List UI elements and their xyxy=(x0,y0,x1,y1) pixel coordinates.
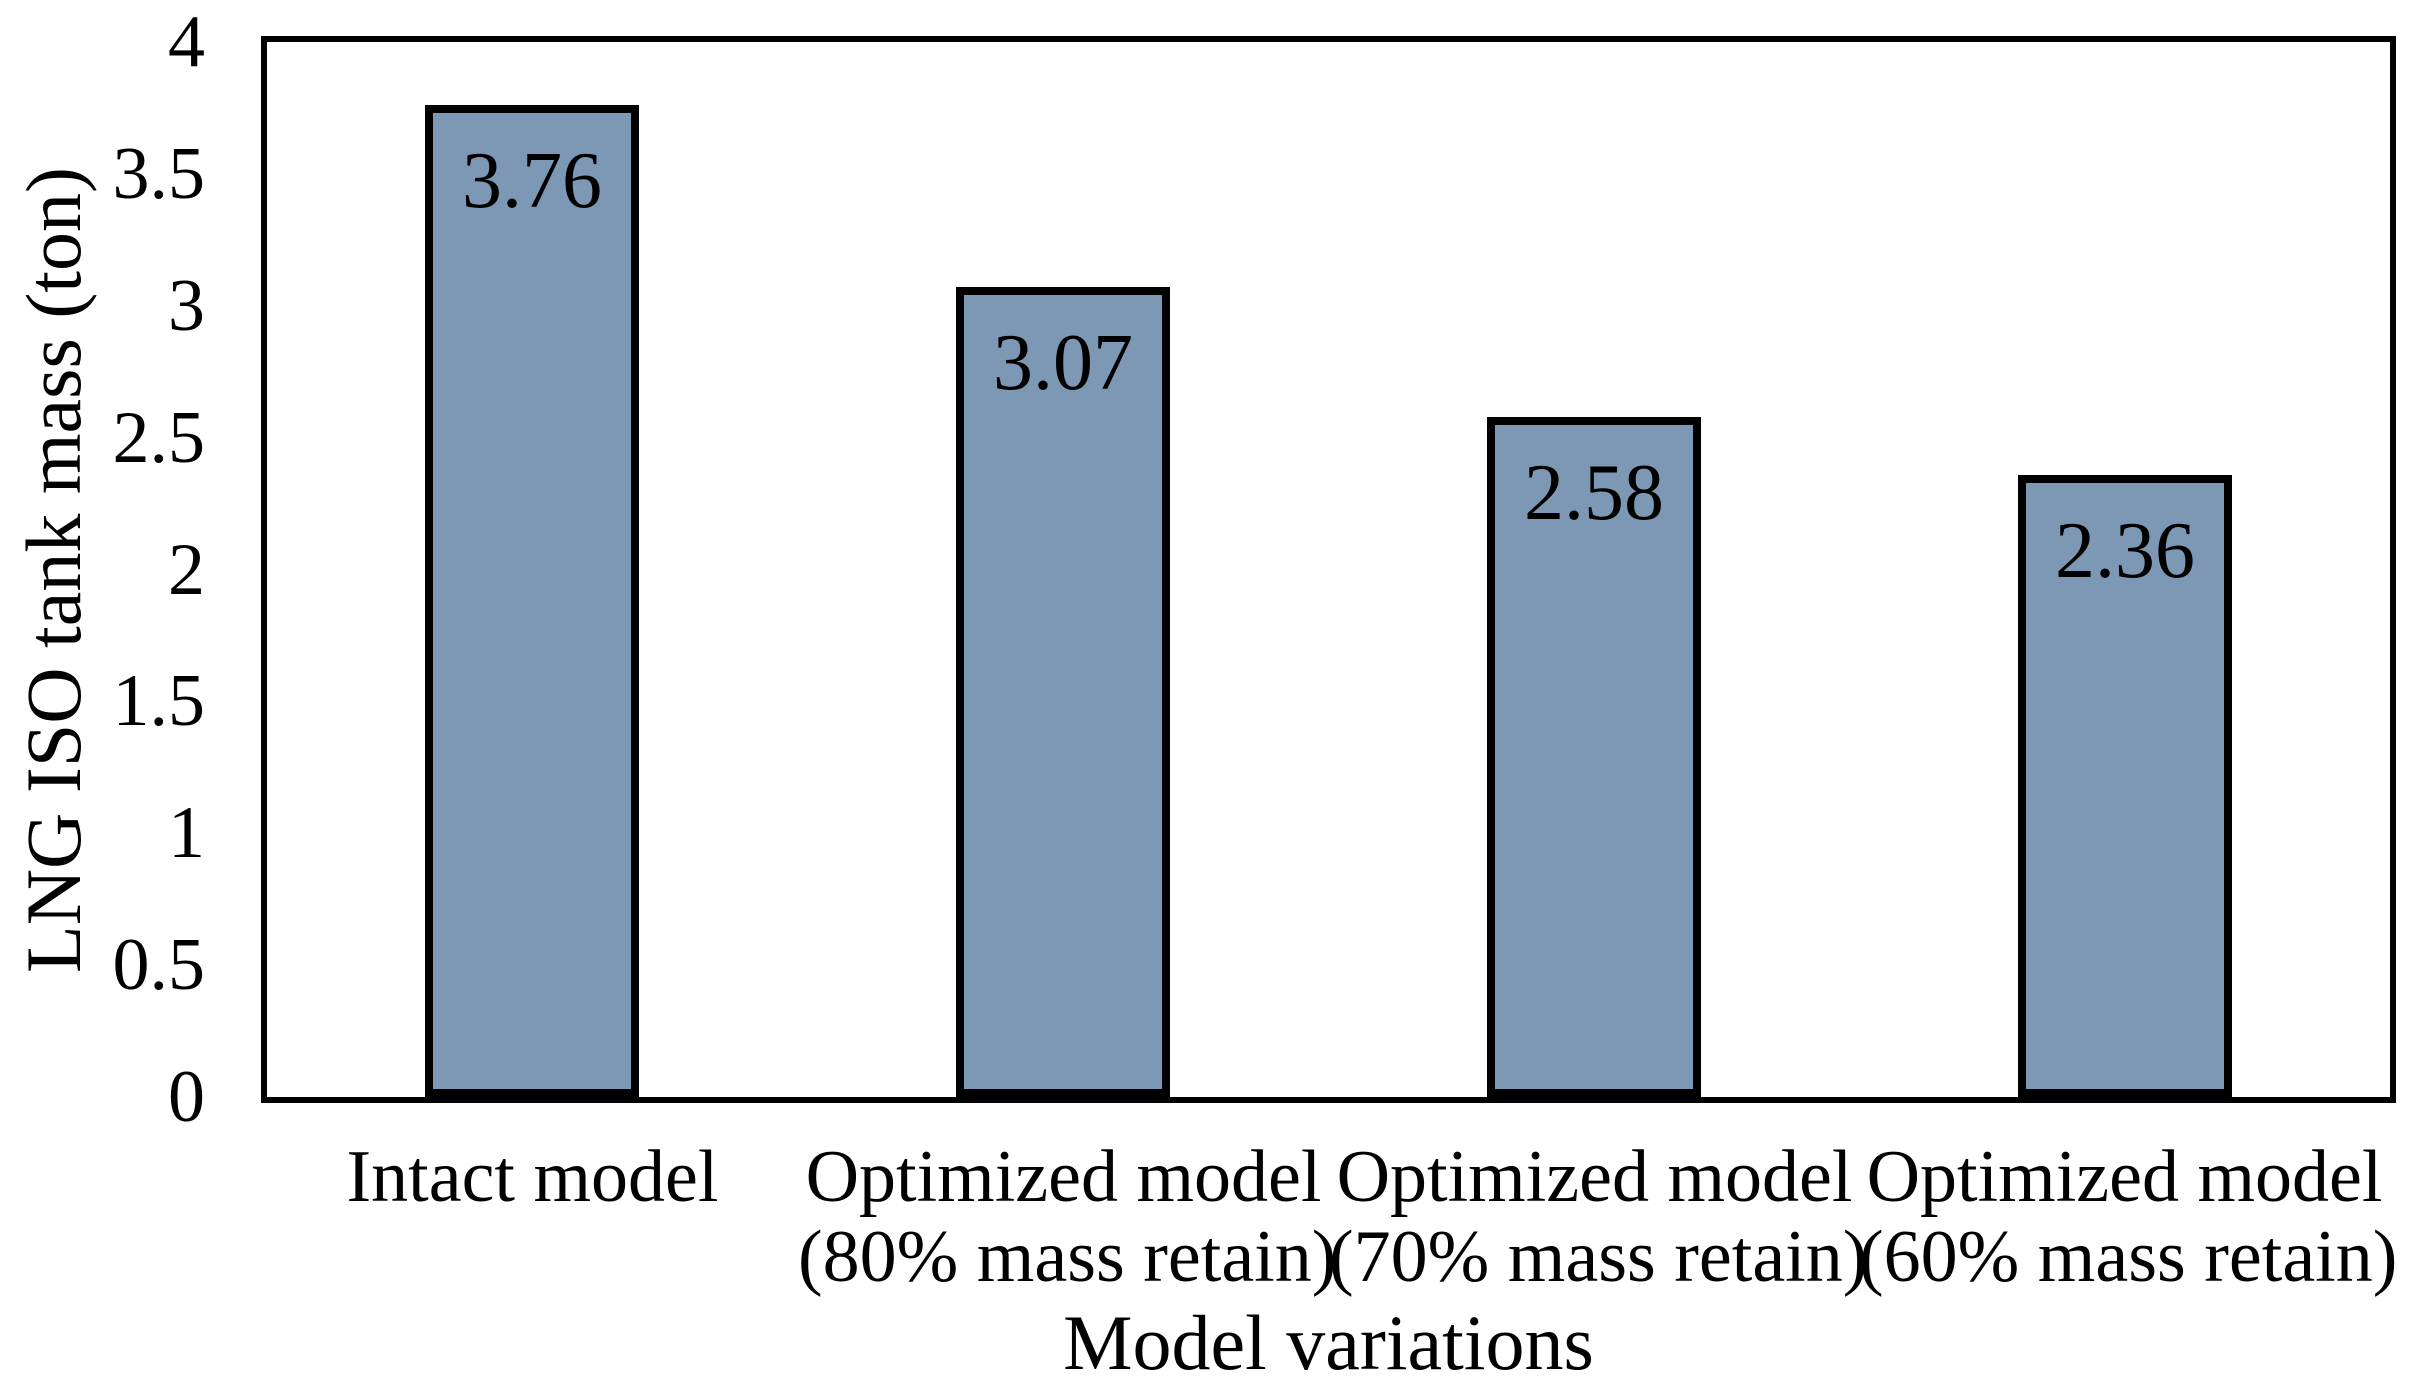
y-tick-label: 3.5 xyxy=(112,133,206,215)
plot-area: 3.76 3.07 2.58 2.36 xyxy=(261,36,2396,1103)
bar-1: 3.76 xyxy=(425,105,639,1097)
bar-value-label: 3.07 xyxy=(993,319,1133,407)
bar-2: 3.07 xyxy=(956,287,1170,1097)
x-axis-title: Model variations xyxy=(1063,1299,1594,1386)
x-category-label-line: Optimized model xyxy=(1336,1136,1853,1218)
y-tick-label: 0 xyxy=(168,1056,205,1138)
y-tick-label: 1.5 xyxy=(112,660,206,742)
x-category-label: Intact model xyxy=(267,1136,798,1218)
bar-value-label: 2.36 xyxy=(2055,507,2195,595)
bar-3: 2.58 xyxy=(1487,417,1701,1097)
x-category-label: Optimized model (70% mass retain) xyxy=(1329,1136,1868,1298)
x-category-label-line: Intact model xyxy=(346,1136,719,1218)
y-tick-label: 2.5 xyxy=(112,397,206,479)
x-category-label-line: Optimized model xyxy=(805,1136,1322,1218)
bar-value-label: 3.76 xyxy=(462,137,602,225)
bar-4: 2.36 xyxy=(2018,475,2232,1097)
y-tick-label: 4 xyxy=(168,1,205,83)
x-category-label-line: Optimized model xyxy=(1866,1136,2383,1218)
bar-value-label: 2.58 xyxy=(1524,449,1664,537)
y-tick-label: 0.5 xyxy=(112,924,206,1006)
y-tick-label: 1 xyxy=(168,792,205,874)
x-category-label-line: (70% mass retain) xyxy=(1329,1215,1868,1298)
x-category-label: Optimized model (60% mass retain) xyxy=(1859,1136,2398,1298)
x-category-label-line: (60% mass retain) xyxy=(1859,1215,2398,1298)
x-category-label-line: (80% mass retain) xyxy=(798,1215,1337,1298)
y-tick-label: 2 xyxy=(168,529,205,611)
y-tick-label: 3 xyxy=(168,265,205,347)
x-category-label: Optimized model (80% mass retain) xyxy=(798,1136,1337,1298)
